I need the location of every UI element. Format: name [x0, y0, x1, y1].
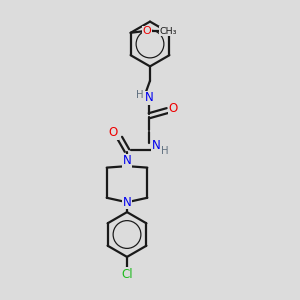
- Text: CH₃: CH₃: [159, 27, 177, 36]
- Text: N: N: [123, 196, 131, 209]
- Text: H: H: [136, 90, 144, 100]
- Text: O: O: [142, 26, 151, 36]
- Text: H: H: [161, 146, 169, 156]
- Text: N: N: [123, 154, 132, 167]
- Text: N: N: [152, 139, 160, 152]
- Text: N: N: [145, 91, 154, 104]
- Text: O: O: [169, 102, 178, 115]
- Text: Cl: Cl: [121, 268, 133, 281]
- Text: O: O: [109, 126, 118, 139]
